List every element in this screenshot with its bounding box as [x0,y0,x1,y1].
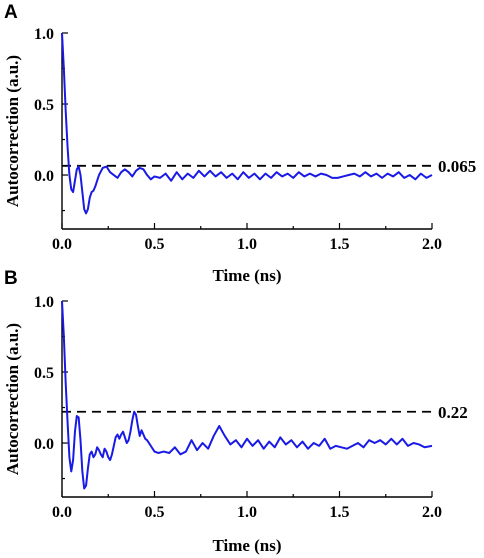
x-tick-label: 2.0 [422,236,442,253]
panel-a: A 0.0 0.5 1.0 1.5 2.0 0.0 0.5 1.0 Autocorrection … [3,2,476,285]
reference-line-label: 0.22 [438,403,468,422]
x-tick-label: 1.5 [330,236,350,253]
series-line [61,32,433,215]
x-tick-label: 0.0 [52,504,72,521]
panel-letter: A [4,2,18,23]
x-tick-label: 1.0 [237,236,257,253]
x-tick-label: 0.5 [145,504,165,521]
y-tick-label: 1.0 [34,26,54,43]
y-tick-label: 1.0 [34,294,54,311]
x-tick-label: 0.0 [52,236,72,253]
x-tick-label: 1.0 [237,504,257,521]
y-tick-label: 0.0 [34,436,54,453]
reference-line-label: 0.065 [438,157,476,176]
x-axis-title: Time (ns) [212,536,281,555]
y-axis-title: Autocorrection (a.u.) [3,323,22,475]
y-tick-label: 0.0 [34,168,54,185]
x-axis-title: Time (ns) [212,266,281,285]
y-tick-label: 0.5 [34,97,54,114]
y-tick-label: 0.5 [34,365,54,382]
series-line [61,300,433,490]
panel-b: B 0.0 0.5 1.0 1.5 2.0 0.0 0.5 1.0 Autocorrection … [3,268,468,555]
x-tick-label: 2.0 [422,504,442,521]
y-axis-title: Autocorrection (a.u.) [3,55,22,207]
x-tick-label: 1.5 [330,504,350,521]
x-tick-label: 0.5 [145,236,165,253]
panel-letter: B [4,268,18,289]
